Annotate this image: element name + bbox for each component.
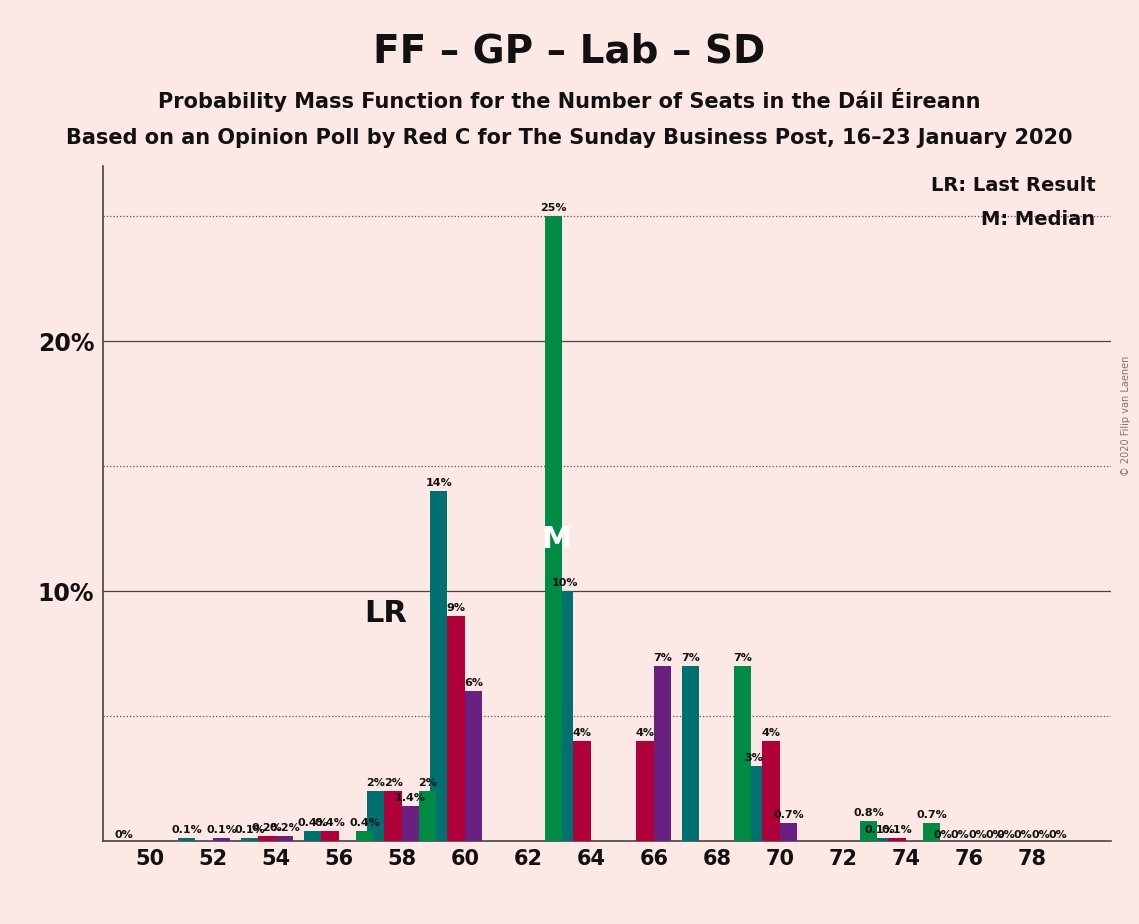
Text: Based on an Opinion Poll by Red C for The Sunday Business Post, 16–23 January 20: Based on an Opinion Poll by Red C for Th… — [66, 128, 1073, 148]
Text: © 2020 Filip van Laenen: © 2020 Filip van Laenen — [1121, 356, 1131, 476]
Bar — [465, 691, 482, 841]
Bar — [546, 216, 563, 841]
Text: 0.1%: 0.1% — [206, 825, 237, 835]
Text: 0.1%: 0.1% — [882, 825, 912, 835]
Text: 4%: 4% — [573, 728, 591, 738]
Bar — [448, 616, 465, 841]
Bar — [923, 823, 941, 841]
Text: 0.1%: 0.1% — [865, 825, 895, 835]
Text: 10%: 10% — [551, 578, 577, 588]
Text: M: M — [542, 525, 572, 553]
Text: LR: LR — [364, 600, 408, 628]
Bar — [735, 666, 752, 841]
Bar — [402, 806, 419, 841]
Bar — [213, 838, 230, 841]
Text: 0.8%: 0.8% — [853, 808, 884, 818]
Text: 4%: 4% — [762, 728, 780, 738]
Text: 0%: 0% — [1014, 830, 1032, 840]
Bar — [259, 836, 276, 841]
Bar — [871, 838, 888, 841]
Bar — [419, 791, 436, 841]
Bar — [745, 766, 762, 841]
Bar — [385, 791, 402, 841]
Bar — [860, 821, 877, 841]
Bar — [178, 838, 196, 841]
Text: 7%: 7% — [681, 653, 700, 663]
Text: 2%: 2% — [384, 778, 402, 788]
Text: M: Median: M: Median — [982, 210, 1096, 229]
Text: 0%: 0% — [1031, 830, 1050, 840]
Bar — [367, 791, 385, 841]
Text: 2%: 2% — [418, 778, 437, 788]
Text: 0.4%: 0.4% — [297, 818, 328, 828]
Bar — [431, 491, 448, 841]
Text: 0.2%: 0.2% — [252, 823, 282, 833]
Text: 25%: 25% — [541, 203, 567, 213]
Text: 0%: 0% — [968, 830, 986, 840]
Text: 0.1%: 0.1% — [171, 825, 202, 835]
Bar — [321, 831, 338, 841]
Text: 6%: 6% — [464, 678, 483, 688]
Bar — [888, 838, 906, 841]
Text: 0.2%: 0.2% — [269, 823, 300, 833]
Text: 14%: 14% — [425, 478, 452, 488]
Bar — [780, 823, 797, 841]
Text: 1.4%: 1.4% — [395, 793, 426, 803]
Bar — [276, 836, 293, 841]
Text: 7%: 7% — [653, 653, 672, 663]
Text: Probability Mass Function for the Number of Seats in the Dáil Éireann: Probability Mass Function for the Number… — [158, 88, 981, 112]
Text: 0.4%: 0.4% — [350, 818, 380, 828]
Text: 9%: 9% — [446, 603, 466, 613]
Text: 0.4%: 0.4% — [314, 818, 345, 828]
Text: 2%: 2% — [367, 778, 385, 788]
Text: 0.7%: 0.7% — [773, 810, 804, 821]
Text: 3%: 3% — [745, 753, 763, 763]
Text: FF – GP – Lab – SD: FF – GP – Lab – SD — [374, 32, 765, 70]
Text: 0.1%: 0.1% — [235, 825, 265, 835]
Text: 0%: 0% — [997, 830, 1015, 840]
Bar — [762, 741, 780, 841]
Bar — [357, 831, 374, 841]
Text: 0%: 0% — [933, 830, 952, 840]
Text: 0%: 0% — [985, 830, 1005, 840]
Bar — [637, 741, 654, 841]
Bar — [556, 591, 573, 841]
Bar — [241, 838, 259, 841]
Text: 0.7%: 0.7% — [917, 810, 948, 821]
Text: 0%: 0% — [951, 830, 969, 840]
Text: LR: Last Result: LR: Last Result — [931, 176, 1096, 196]
Bar — [304, 831, 321, 841]
Text: 4%: 4% — [636, 728, 655, 738]
Bar — [573, 741, 591, 841]
Bar — [682, 666, 699, 841]
Text: 7%: 7% — [734, 653, 752, 663]
Text: 0%: 0% — [114, 830, 133, 840]
Text: 0%: 0% — [1048, 830, 1067, 840]
Bar — [654, 666, 671, 841]
